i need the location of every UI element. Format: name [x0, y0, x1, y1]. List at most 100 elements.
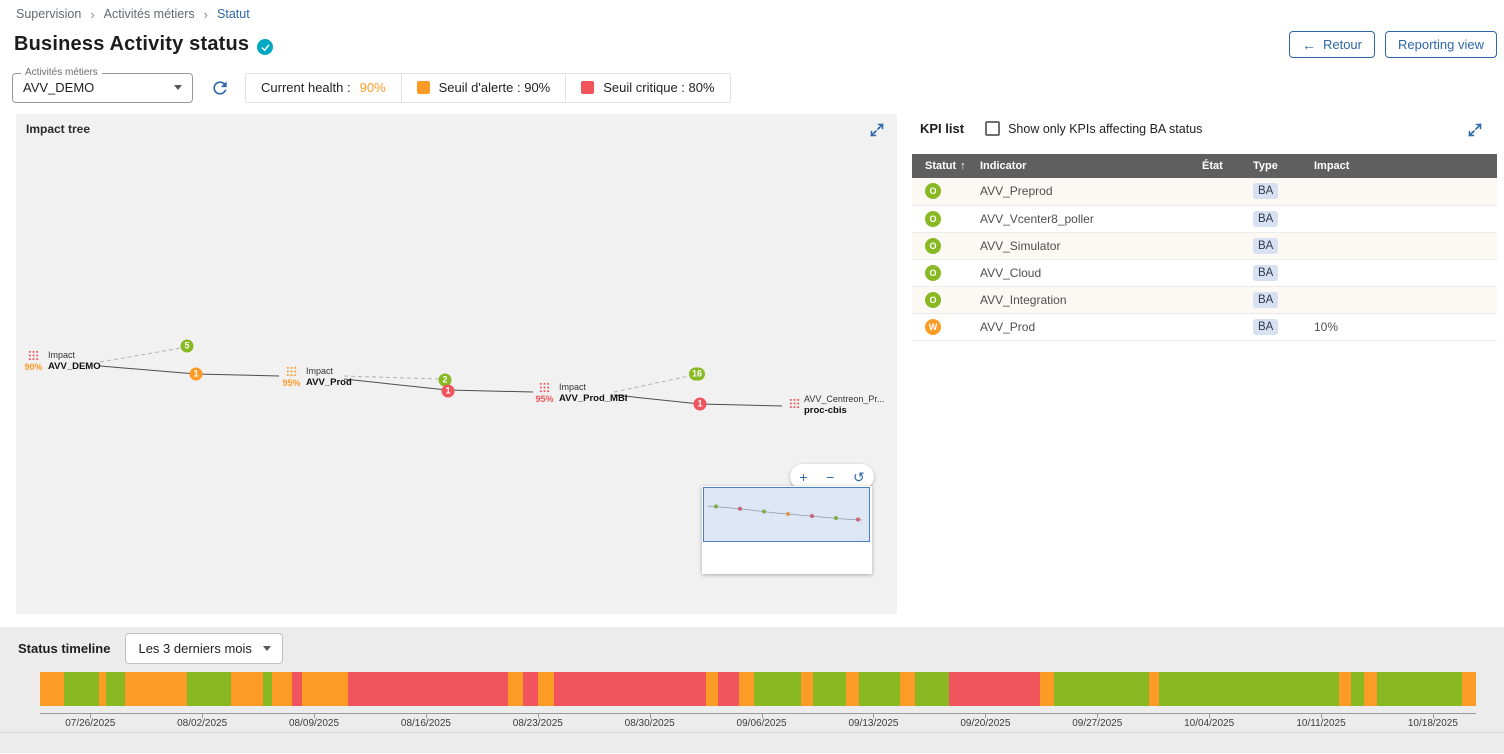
breadcrumb-supervision[interactable]: Supervision [16, 7, 82, 21]
timeline-segment[interactable] [98, 672, 107, 706]
zoom-in-button[interactable]: + [795, 470, 811, 484]
column-header-type[interactable]: Type [1253, 154, 1314, 178]
kpi-row[interactable]: O AVV_Simulator BA [912, 232, 1497, 260]
kpi-row[interactable]: W AVV_Prod BA 10% [912, 313, 1497, 341]
timeline-segment[interactable] [523, 672, 538, 706]
kpi-list-expand-button[interactable] [1465, 120, 1485, 143]
impact-badge-ok[interactable]: 5 [180, 339, 194, 353]
status-badge: O [925, 183, 941, 200]
kpi-etat [1202, 232, 1253, 260]
timeline-segment[interactable] [291, 672, 302, 706]
reporting-view-button[interactable]: Reporting view [1385, 31, 1497, 58]
timeline-segment[interactable] [271, 672, 292, 706]
timeline-segment[interactable] [1054, 672, 1150, 706]
timeline-axis: 07/26/2025 08/02/2025 08/09/2025 08/16/2025… [40, 706, 1476, 746]
tree-node-proc-cbis[interactable]: AVV_Centreon_Pr... proc-cbis [787, 394, 884, 417]
timeline-segment[interactable] [949, 672, 1041, 706]
column-header-indicator[interactable]: Indicator [980, 154, 1202, 178]
timeline-segment[interactable] [347, 672, 508, 706]
timeline-segment[interactable] [717, 672, 740, 706]
tree-node-avv-demo[interactable]: 90% Impact AVV_DEMO [22, 350, 100, 373]
timeline-segment[interactable] [812, 672, 846, 706]
kpi-table-header-row: Statut ↑ Indicator État Type Impact [912, 154, 1497, 178]
timeline-segment[interactable] [537, 672, 554, 706]
impact-tree-expand-button[interactable] [867, 120, 887, 143]
timeline-segment[interactable] [553, 672, 707, 706]
timeline-bottom-divider [0, 732, 1504, 733]
node-name: proc-cbis [804, 405, 847, 417]
axis-date-label: 10/18/2025 [1407, 718, 1458, 729]
axis-tick [761, 713, 763, 718]
kpi-row[interactable]: O AVV_Preprod BA [912, 178, 1497, 206]
zoom-out-button[interactable]: − [822, 470, 838, 484]
axis-tick [1209, 713, 1211, 718]
kpi-row[interactable]: O AVV_Vcenter8_poller BA [912, 205, 1497, 233]
kpi-impact [1314, 259, 1497, 287]
breadcrumb-activites-metiers[interactable]: Activités métiers [103, 7, 195, 21]
kpi-row[interactable]: O AVV_Integration BA [912, 286, 1497, 314]
timeline-segment[interactable] [301, 672, 348, 706]
timeline-period-select[interactable]: Les 3 derniers mois [125, 633, 283, 664]
timeline-axis-line [40, 713, 1476, 714]
show-only-kpis-checkbox[interactable] [985, 121, 1001, 136]
kpi-indicator: AVV_Vcenter8_poller [980, 205, 1202, 233]
column-label: Statut [925, 160, 957, 172]
timeline-segment[interactable] [753, 672, 802, 706]
impact-badge-critical[interactable]: 1 [693, 397, 707, 411]
ba-select[interactable]: Activités métiers AVV_DEMO [12, 66, 193, 103]
sort-ascending-icon: ↑ [960, 160, 966, 172]
timeline-segment[interactable] [739, 672, 754, 706]
timeline-segment[interactable] [858, 672, 901, 706]
timeline-segment[interactable] [845, 672, 859, 706]
impact-badge-warning[interactable]: 1 [189, 367, 203, 381]
column-header-statut[interactable]: Statut ↑ [912, 154, 980, 178]
timeline-segment[interactable] [1339, 672, 1351, 706]
timeline-segment[interactable] [1159, 672, 1340, 706]
timeline-segment[interactable] [1461, 672, 1476, 706]
impact-badge-ok[interactable]: 16 [688, 367, 706, 381]
timeline-segment[interactable] [124, 672, 187, 706]
timeline-segment[interactable] [1363, 672, 1377, 706]
tree-zoom-controls: + − ↺ [790, 464, 874, 489]
expand-icon [1468, 123, 1482, 137]
tree-minimap[interactable] [702, 486, 872, 574]
back-arrow-icon: ← [1301, 36, 1316, 53]
type-badge: BA [1253, 183, 1279, 200]
timeline-segment[interactable] [106, 672, 125, 706]
column-header-etat[interactable]: État [1202, 154, 1253, 178]
ba-select-value: AVV_DEMO [23, 80, 95, 95]
timeline-segment[interactable] [801, 672, 813, 706]
critical-threshold: Seuil critique : 80% [565, 73, 729, 102]
timeline-segment[interactable] [263, 672, 272, 706]
kpi-row[interactable]: O AVV_Cloud BA [912, 259, 1497, 287]
warning-color-chip [416, 81, 430, 94]
kpi-indicator: AVV_Simulator [980, 232, 1202, 260]
axis-tick [1321, 713, 1323, 718]
timeline-segment[interactable] [40, 672, 65, 706]
timeline-segment[interactable] [706, 672, 718, 706]
timeline-segment[interactable] [231, 672, 264, 706]
tree-node-avv-prod[interactable]: 95% Impact AVV_Prod [280, 366, 351, 389]
impact-badge-critical[interactable]: 1 [441, 384, 455, 398]
tree-node-avv-prod-mbi[interactable]: 95% Impact AVV_Prod_MBI [533, 382, 627, 405]
impact-badge-ok[interactable]: 2 [438, 373, 452, 387]
minimap-viewport[interactable] [703, 487, 870, 542]
breadcrumb-statut[interactable]: Statut [217, 7, 250, 21]
timeline-segment[interactable] [914, 672, 950, 706]
timeline-segment[interactable] [186, 672, 232, 706]
timeline-segment[interactable] [64, 672, 99, 706]
column-header-impact[interactable]: Impact [1314, 154, 1497, 178]
timeline-segment[interactable] [507, 672, 524, 706]
main-content: Impact tree 90% Impact AVV_DEMO [16, 114, 1504, 614]
timeline-segment[interactable] [900, 672, 915, 706]
timeline-segment[interactable] [1376, 672, 1462, 706]
back-button[interactable]: ← Retour [1288, 31, 1375, 58]
node-impact-label: Impact [306, 366, 334, 376]
refresh-button[interactable] [210, 78, 230, 98]
timeline-segment[interactable] [1040, 672, 1055, 706]
status-badge: O [925, 210, 941, 227]
zoom-reset-button[interactable]: ↺ [849, 470, 869, 484]
timeline-segment[interactable] [1350, 672, 1364, 706]
timeline-segment[interactable] [1149, 672, 1160, 706]
axis-date-label: 09/13/2025 [848, 718, 899, 729]
